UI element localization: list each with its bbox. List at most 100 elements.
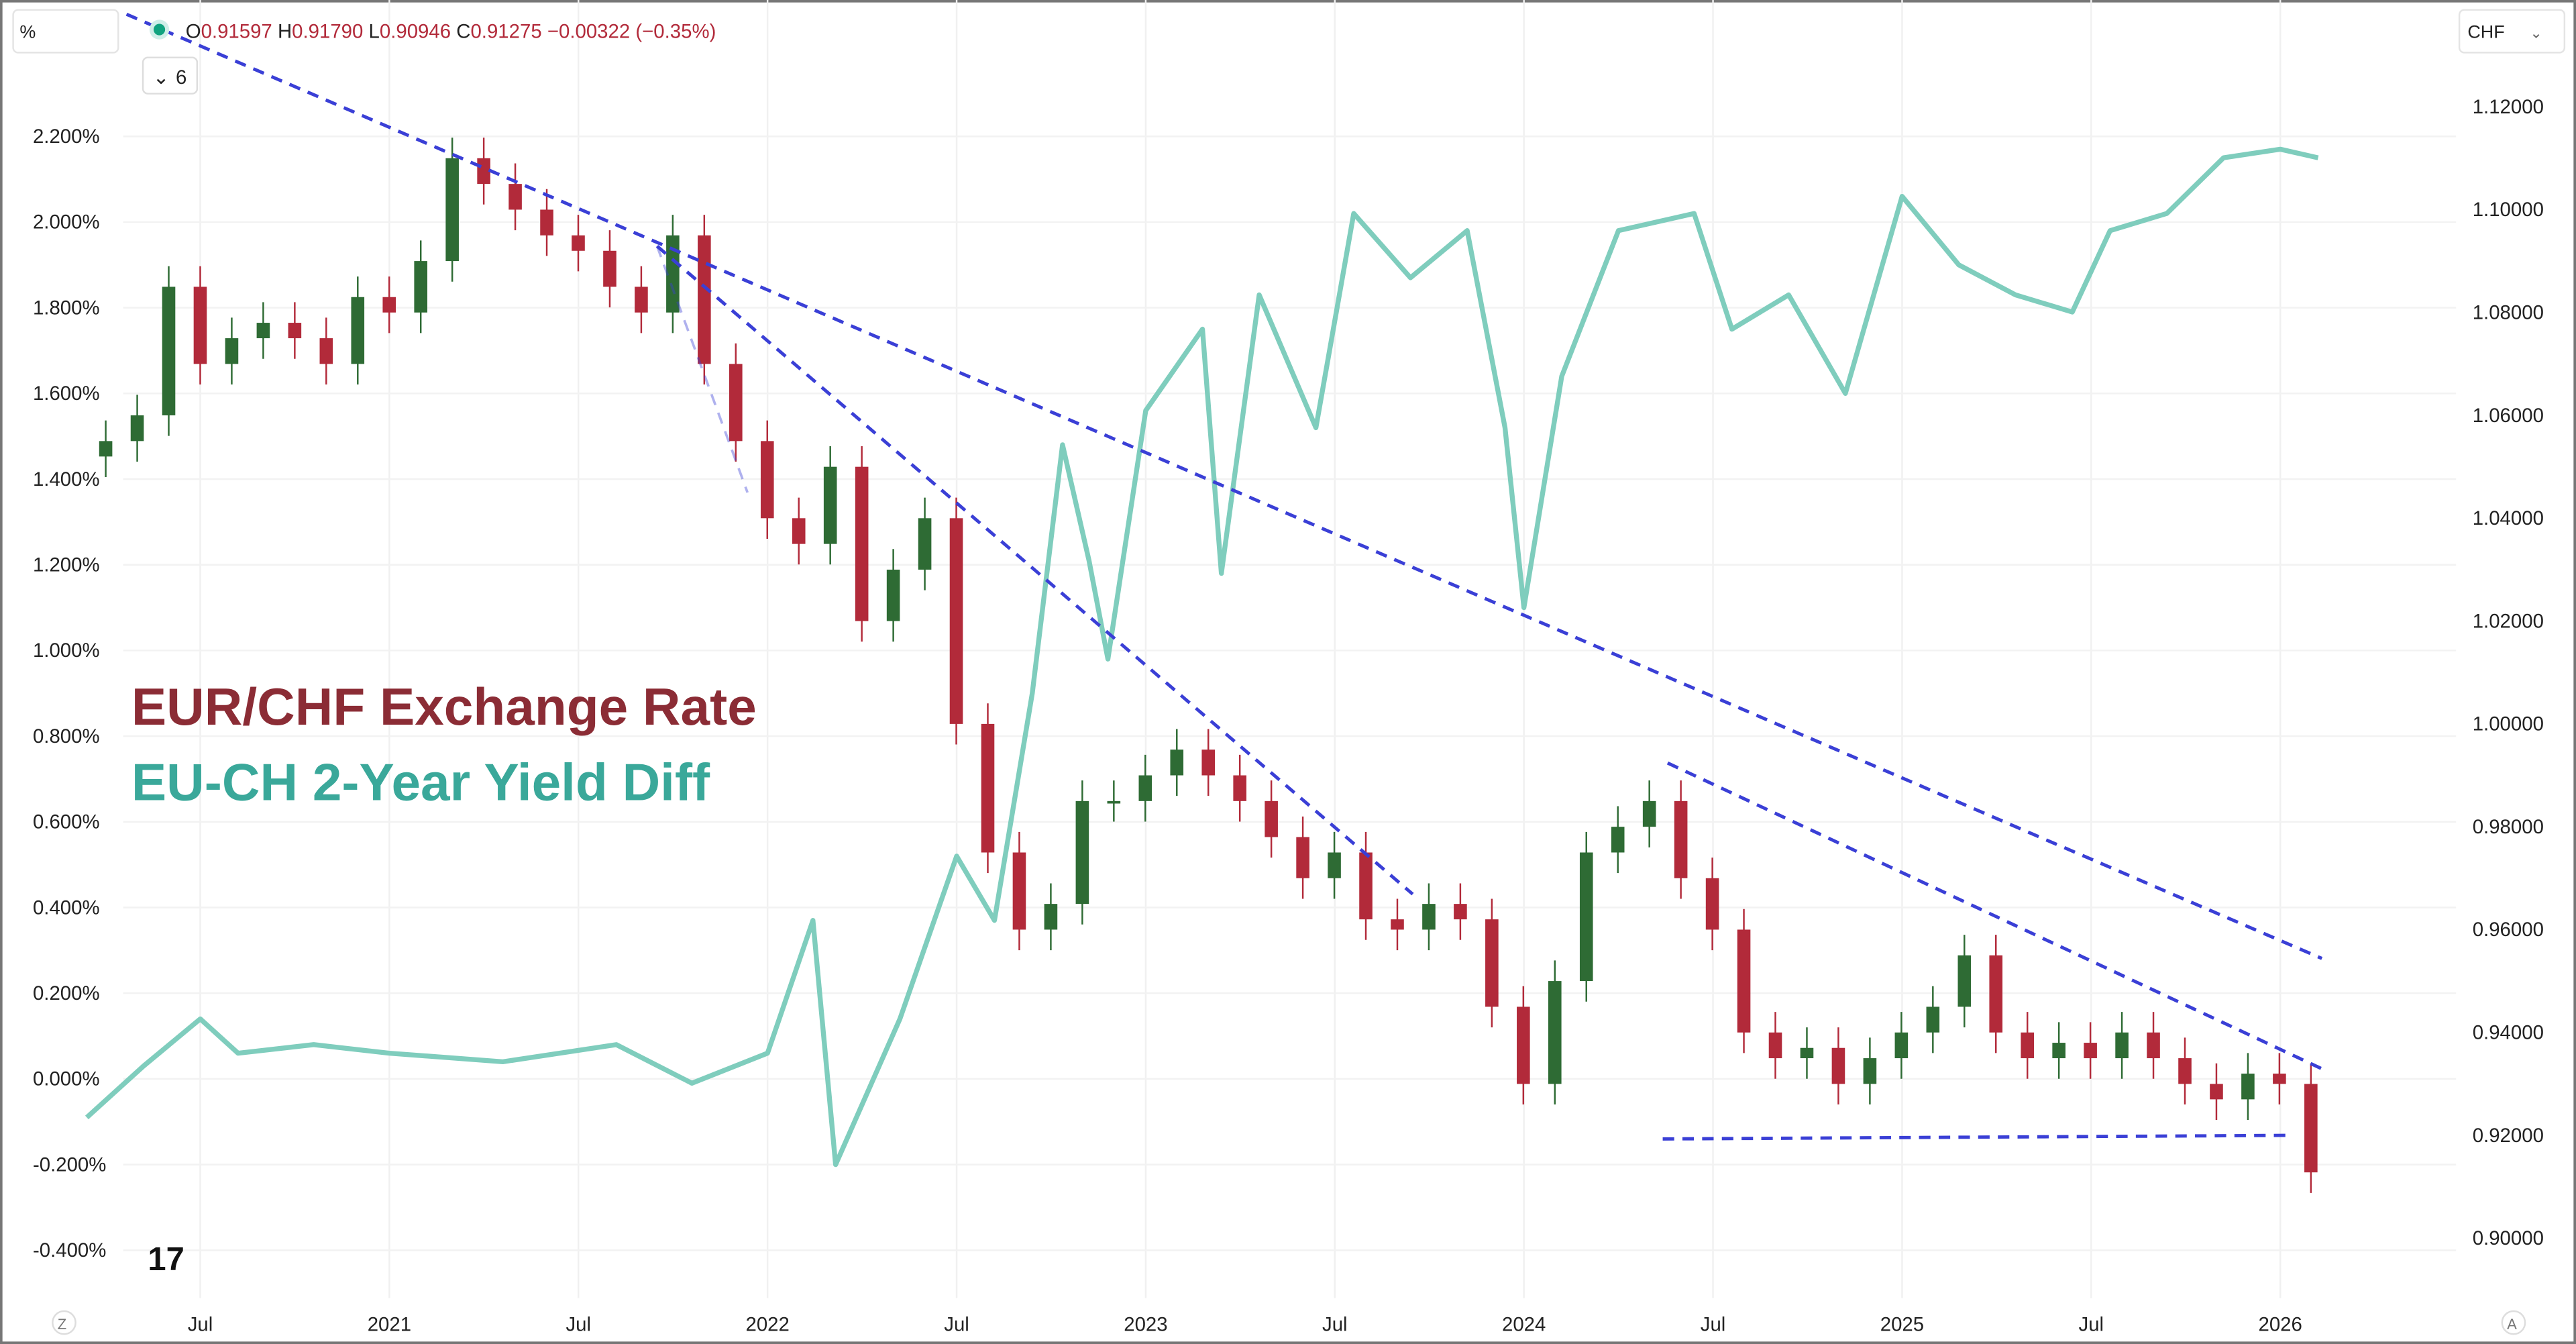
candle-body [855, 466, 869, 621]
candle-body [918, 518, 932, 570]
candle-body [99, 441, 113, 457]
candle-body [130, 415, 144, 442]
candle-body [193, 287, 207, 364]
candle-body [2273, 1074, 2286, 1084]
left-tick-label: -0.200% [33, 1153, 106, 1176]
candle-body [1044, 904, 1058, 930]
candle-body [1768, 1032, 1782, 1059]
x-tick-label: Jul [188, 1313, 213, 1335]
candle-body [1863, 1058, 1877, 1084]
yield-diff-line [85, 146, 2319, 1168]
candle-body [1138, 775, 1152, 801]
time-axis[interactable]: Jul 2021 Jul 2022 Jul 2023 Jul 2024 Jul 2025 Jul 20… [188, 1313, 2302, 1335]
indicator-toggle-button[interactable] [142, 56, 199, 95]
x-tick-label: Jul [1322, 1313, 1348, 1335]
candle-body [256, 323, 270, 339]
candle-body [981, 723, 995, 853]
tradingview-logo[interactable]: 17 [148, 1241, 184, 1278]
candle-body [1328, 852, 1341, 878]
candle-body [760, 441, 774, 519]
candle-body [477, 158, 490, 185]
change-value: −0.00322 (−0.35%) [547, 20, 716, 42]
left-tick-label: 1.600% [33, 382, 100, 405]
right-tick-label: 0.98000 [2473, 816, 2544, 838]
candle-body [414, 261, 427, 313]
right-unit-label: CHF [2467, 21, 2504, 42]
candle-body [1642, 800, 1656, 827]
x-tick-label: Jul [2079, 1313, 2104, 1335]
right-tick-label: 0.92000 [2473, 1125, 2544, 1147]
right-tick-label: 1.00000 [2473, 713, 2544, 735]
candle-body [698, 235, 711, 364]
candle-body [2210, 1084, 2223, 1100]
left-tick-label: 0.400% [33, 896, 100, 919]
candle-body [162, 287, 176, 416]
candle-body [2241, 1074, 2255, 1100]
left-axis[interactable]: 2.200% 2.000% 1.800% 1.600% 1.400% 1.200% 1.00… [33, 125, 106, 1261]
candle-body [1989, 955, 2003, 1033]
candle-body [603, 250, 616, 287]
grid [123, 0, 2457, 1298]
auto-scale-a-button[interactable] [2501, 1310, 2526, 1335]
candle-body [1107, 800, 1121, 804]
candle-body [508, 184, 522, 210]
candle-body [1170, 749, 1184, 776]
candle-body [319, 338, 333, 364]
left-tick-label: -0.400% [33, 1239, 106, 1261]
right-tick-label: 0.90000 [2473, 1227, 2544, 1249]
candle-body [351, 297, 365, 364]
right-tick-label: 1.06000 [2473, 405, 2544, 427]
candle-body [949, 518, 963, 724]
candle-body [1831, 1047, 1845, 1084]
x-tick-label: Jul [1701, 1313, 1726, 1335]
right-unit-box[interactable] [2458, 9, 2566, 54]
a-label: A [2507, 1316, 2517, 1333]
left-unit-label: % [19, 21, 36, 42]
candle-body [2304, 1084, 2318, 1173]
x-tick-label: 2021 [368, 1313, 411, 1335]
x-tick-label: 2022 [745, 1313, 789, 1335]
left-tick-label: 1.800% [33, 297, 100, 319]
candle-body [792, 518, 806, 544]
ohlc-legend: O0.91597 H0.91790 L0.90946 C0.91275 −0.0… [186, 20, 716, 42]
open-label: O [186, 20, 201, 42]
trendline [655, 245, 1414, 896]
candle-body [2115, 1032, 2129, 1059]
x-tick-label: 2024 [1502, 1313, 1546, 1335]
candle-body [1894, 1032, 1909, 1059]
left-tick-label: 2.000% [33, 211, 100, 234]
indicator-count: 6 [176, 66, 186, 89]
x-tick-label: 2026 [2259, 1313, 2302, 1335]
candle-body [1485, 919, 1499, 1007]
candle-body [666, 235, 680, 313]
candle-body [1454, 904, 1467, 920]
x-tick-label: Jul [566, 1313, 592, 1335]
left-unit-box[interactable] [12, 9, 119, 54]
chevron-down-icon: ⌄ [2530, 24, 2542, 41]
close-label: C [456, 20, 470, 42]
candle-body [1926, 1006, 1940, 1033]
candle-body [1674, 800, 1688, 878]
candle-body [1422, 904, 1436, 930]
right-tick-label: 0.96000 [2473, 919, 2544, 941]
right-tick-label: 1.10000 [2473, 199, 2544, 221]
candle-body [823, 466, 837, 544]
right-axis[interactable]: 1.12000 1.10000 1.08000 1.06000 1.04000 1.020… [2473, 96, 2544, 1249]
trendline [1666, 761, 2326, 1072]
left-tick-label: 0.800% [33, 725, 100, 747]
open-value: 0.91597 [201, 20, 272, 42]
candle-body [1012, 852, 1026, 930]
auto-scale-z-button[interactable] [52, 1310, 76, 1335]
x-tick-label: 2025 [1880, 1313, 1924, 1335]
chevron-down-icon: ⌄ [153, 66, 170, 89]
candle-body [382, 297, 396, 313]
left-tick-label: 0.000% [33, 1068, 100, 1090]
candle-body [1705, 878, 1719, 930]
left-tick-label: 1.200% [33, 554, 100, 576]
candle-body [1548, 981, 1562, 1084]
candle-body [2178, 1058, 2192, 1084]
eurchf-candles [99, 138, 2318, 1193]
low-value: 0.90946 [380, 20, 451, 42]
